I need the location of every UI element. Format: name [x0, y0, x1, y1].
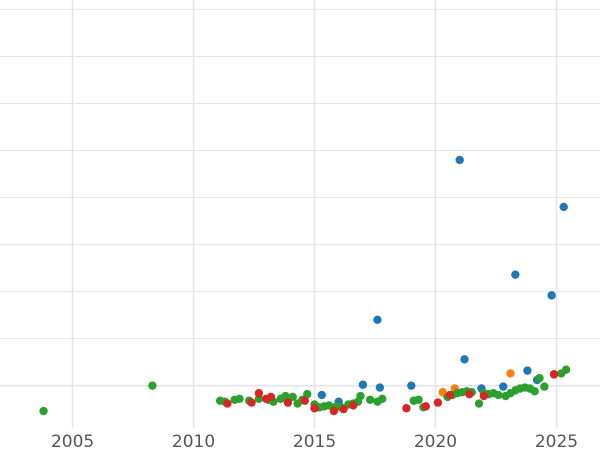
data-point — [373, 315, 382, 325]
data-point — [549, 370, 559, 379]
data-point — [530, 387, 539, 396]
data-point — [303, 389, 312, 399]
data-point — [460, 355, 469, 364]
data-point — [365, 395, 375, 404]
data-point — [288, 392, 297, 402]
data-point — [445, 390, 455, 400]
data-point — [329, 406, 339, 416]
data-point — [356, 391, 365, 401]
data-point — [479, 391, 489, 401]
data-point — [535, 373, 544, 383]
data-point — [317, 390, 326, 400]
data-point — [223, 399, 232, 408]
data-point — [523, 366, 532, 375]
data-point — [494, 390, 503, 400]
data-point — [378, 394, 387, 404]
data-point — [247, 398, 256, 407]
data-point — [402, 404, 411, 413]
x-tick-label: 2020 — [414, 432, 457, 450]
data-point — [148, 381, 157, 390]
data-point — [414, 395, 423, 404]
data-point — [300, 396, 310, 405]
data-point — [499, 382, 508, 391]
grid — [0, 0, 600, 428]
data-point — [559, 202, 568, 212]
data-point — [254, 388, 264, 398]
data-point — [421, 402, 431, 411]
data-point — [465, 389, 474, 399]
data-point — [349, 401, 358, 410]
data-point — [266, 392, 276, 402]
data-point — [39, 406, 48, 416]
x-axis-ticks: 2005 2010 2015 2020 2025 — [51, 432, 578, 450]
data-point — [407, 381, 416, 390]
data-point — [474, 399, 484, 408]
data-point — [506, 369, 515, 378]
x-tick-label: 2010 — [172, 432, 215, 450]
data-point — [511, 270, 520, 279]
data-point — [339, 404, 348, 414]
data-point — [375, 383, 385, 392]
data-point — [540, 382, 549, 391]
x-tick-label: 2015 — [293, 432, 336, 450]
data-point — [235, 394, 244, 404]
data-point — [433, 398, 443, 407]
x-tick-label: 2005 — [51, 432, 94, 450]
data-point — [310, 404, 319, 413]
data-point — [281, 391, 290, 401]
data-point — [358, 380, 368, 389]
data-point — [561, 365, 571, 374]
data-point — [324, 401, 334, 410]
data-point — [547, 291, 556, 300]
data-point — [455, 155, 464, 165]
data-points — [39, 155, 571, 416]
x-tick-label: 2025 — [535, 432, 578, 450]
data-point — [283, 398, 293, 407]
